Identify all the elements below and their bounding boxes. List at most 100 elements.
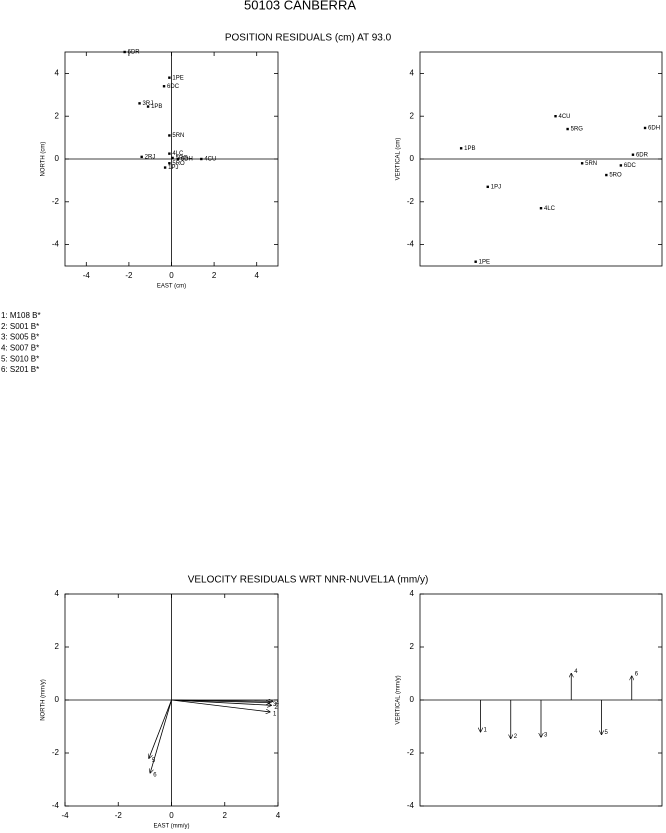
vector-label: 2 [274,705,278,711]
point [605,173,608,177]
point [168,76,171,79]
y-tick-label: -4 [407,801,415,810]
point [168,134,171,137]
x-tick-label: -4 [83,271,91,280]
site-label: 1: M108 B* [1,311,41,320]
chart-title: POSITION RESIDUALS (cm) AT 93.0 [225,33,392,44]
vector-label: 1 [484,727,488,733]
x-axis-label: EAST (cm) [157,284,186,290]
point [168,162,171,165]
point [619,164,623,167]
y-axis-label: NORTH (cm) [41,142,47,177]
y-tick-label: -2 [52,748,60,757]
point-label: 5RG [571,127,584,133]
point-label: 4CU [559,114,571,120]
vector-label: 4 [276,701,280,707]
point [631,153,635,156]
point-label: 1PE [479,259,490,265]
point-label: 5RN [585,161,597,167]
point-label: 5RN [172,133,184,139]
point-label: 2RJ [145,154,156,160]
point-label: 6DH [648,126,660,132]
x-tick-label: -2 [115,811,123,820]
vector-label: 3 [273,702,277,708]
y-tick-label: -2 [407,748,415,757]
vector [149,699,172,758]
x-tick-label: 2 [212,271,217,280]
y-tick-label: 2 [55,642,60,651]
point-label: 6DR [636,152,649,158]
point [200,157,203,161]
site-label: 5: S010 B* [1,354,39,363]
y-tick-label: 2 [55,111,60,120]
y-tick-label: -2 [407,197,415,206]
x-tick-label: 4 [254,271,259,280]
y-axis-label: VERTICAL (cm) [396,138,402,181]
x-tick-label: -4 [61,811,69,820]
x-axis-label: EAST (mm/y) [154,824,190,830]
y-tick-label: -4 [407,240,415,249]
chart-title: VELOCITY RESIDUALS WRT NNR-NUVEL1A (mm/y… [188,575,429,586]
y-tick-label: 2 [410,642,415,651]
point-label: 6DH [181,157,193,163]
y-tick-label: 0 [55,154,60,163]
point [171,156,174,160]
site-label: 2: S001 B* [1,322,39,331]
point [146,105,150,108]
point [168,152,171,155]
y-tick-label: 4 [410,69,415,78]
point-label: 1PB [464,146,475,152]
point [474,260,477,263]
point [163,166,167,169]
point-label: 4CU [204,157,216,163]
vector-label: 4 [574,669,578,675]
y-tick-label: -4 [52,240,60,249]
point [566,127,569,131]
vector-label: 6 [635,672,639,678]
y-tick-label: 0 [55,695,60,704]
point-label: 1PE [172,75,183,81]
x-tick-label: 4 [276,811,281,820]
point-label: 4LC [544,206,556,212]
point-label: 4LC [172,151,184,157]
site-label: 6: S201 B* [1,365,39,374]
point-label: 5RO [609,173,622,179]
y-tick-label: 4 [55,69,60,78]
x-tick-label: 0 [169,811,174,820]
point-label: 5RO [172,161,185,167]
y-axis-label: NORTH (mm/y) [41,679,47,721]
y-tick-label: 0 [410,154,415,163]
page-title: 50103 CANBERRA [244,0,356,12]
y-axis-label: VERTICAL (mm/y) [396,675,402,724]
point-label: 6DC [167,84,180,90]
point [140,155,143,159]
site-label: 3: S005 B* [1,333,39,342]
x-tick-label: -2 [125,271,133,280]
point-label: 1PJ [168,165,178,171]
point [176,157,180,161]
y-tick-label: 2 [410,111,415,120]
point-label: 6DC [624,163,637,169]
vector-label: 6 [153,772,157,778]
y-tick-label: -2 [52,197,60,206]
y-tick-label: -4 [52,801,60,810]
point [580,162,584,165]
vector-label: 1 [273,712,277,718]
x-tick-label: 0 [169,271,174,280]
vector-label: 3 [544,733,548,739]
x-tick-label: 2 [223,811,228,820]
point [486,185,489,189]
vector-label: 2 [514,734,518,740]
point [643,126,647,130]
vector [171,699,272,705]
point [138,102,141,105]
y-tick-label: 4 [410,589,415,598]
vector [171,699,271,712]
point [162,85,166,88]
point-label: 1PJ [491,184,501,190]
vector [150,699,172,773]
site-label: 4: S007 B* [1,344,39,353]
point-label: 3RJ [143,101,154,107]
point-label: 5RG [176,156,189,162]
